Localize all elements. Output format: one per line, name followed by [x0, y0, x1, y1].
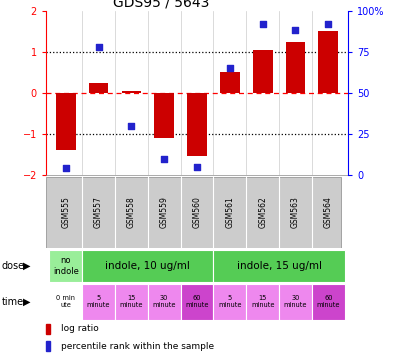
Text: 60
minute: 60 minute [185, 295, 209, 308]
Point [292, 27, 299, 33]
Point [128, 123, 134, 129]
Bar [46, 341, 50, 351]
Text: 5
minute: 5 minute [87, 295, 110, 308]
Point [194, 164, 200, 170]
Text: 60
minute: 60 minute [316, 295, 340, 308]
Bar [154, 93, 174, 138]
Point [161, 156, 167, 161]
Bar [148, 284, 180, 320]
Bar [49, 284, 82, 320]
Bar [187, 93, 207, 156]
Bar [279, 284, 312, 320]
Title: GDS95 / 5643: GDS95 / 5643 [112, 0, 209, 10]
Text: 30
minute: 30 minute [152, 295, 176, 308]
Text: 0 min
ute: 0 min ute [56, 295, 75, 308]
Bar [180, 284, 214, 320]
Text: GSM564: GSM564 [324, 196, 333, 228]
Text: percentile rank within the sample: percentile rank within the sample [61, 342, 214, 351]
Text: time: time [2, 297, 24, 307]
Bar [115, 284, 148, 320]
Point [227, 65, 233, 71]
Bar [312, 284, 345, 320]
Bar [82, 250, 214, 282]
Text: ▶: ▶ [23, 297, 31, 307]
Bar [89, 82, 108, 93]
Bar [286, 41, 305, 93]
Bar [253, 50, 272, 93]
Text: GSM561: GSM561 [225, 197, 234, 228]
Text: 5
minute: 5 minute [218, 295, 242, 308]
Bar [214, 284, 246, 320]
Bar [318, 31, 338, 93]
Text: indole, 15 ug/ml: indole, 15 ug/ml [236, 261, 322, 271]
Bar [56, 93, 76, 150]
Text: GSM557: GSM557 [94, 196, 103, 228]
Text: log ratio: log ratio [61, 324, 99, 333]
Text: GSM558: GSM558 [127, 197, 136, 228]
Text: indole, 10 ug/ml: indole, 10 ug/ml [105, 261, 190, 271]
Text: ▶: ▶ [23, 261, 31, 271]
Text: dose: dose [2, 261, 25, 271]
Text: GSM559: GSM559 [160, 196, 169, 228]
Bar [246, 284, 279, 320]
Text: 30
minute: 30 minute [284, 295, 307, 308]
Bar [46, 324, 50, 333]
Text: GSM562: GSM562 [258, 197, 267, 228]
Text: GSM555: GSM555 [61, 196, 70, 228]
Point [260, 21, 266, 27]
Bar [214, 250, 345, 282]
Bar [122, 91, 141, 93]
Bar [82, 284, 115, 320]
Text: 15
minute: 15 minute [120, 295, 143, 308]
Text: 15
minute: 15 minute [251, 295, 274, 308]
Bar [49, 250, 82, 282]
Text: no
indole: no indole [53, 256, 79, 276]
Text: GSM560: GSM560 [192, 196, 202, 228]
Point [95, 44, 102, 50]
Text: GSM563: GSM563 [291, 196, 300, 228]
Bar [220, 72, 240, 93]
Point [325, 21, 332, 27]
Point [62, 166, 69, 171]
